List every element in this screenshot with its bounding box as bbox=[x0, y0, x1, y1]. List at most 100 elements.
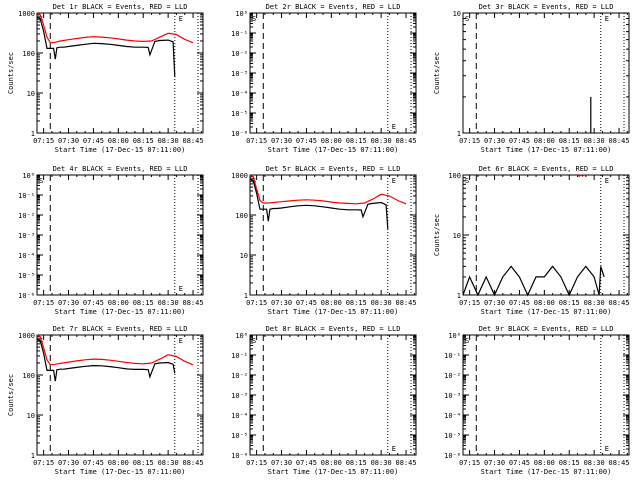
det9-y-tick-label: 10⁻³ bbox=[444, 392, 461, 400]
det4-y-tick-label: 10⁻² bbox=[18, 212, 35, 220]
det3-x-tick-label: 08:15 bbox=[559, 137, 580, 145]
det8-y-tick-label: 10⁻⁴ bbox=[231, 412, 248, 420]
det4-y-tick-label: 10⁰ bbox=[22, 172, 35, 180]
det8-x-tick-label: 07:45 bbox=[296, 459, 317, 467]
det7-y-tick-label: 100 bbox=[22, 372, 35, 380]
det6-y-tick-label: 100 bbox=[448, 172, 461, 180]
det6-x-tick-label: 07:15 bbox=[459, 299, 480, 307]
det1-x-tick-label: 08:15 bbox=[133, 137, 154, 145]
det9-x-tick-label: 07:45 bbox=[509, 459, 530, 467]
det9-x-tick-label: 08:45 bbox=[609, 459, 630, 467]
det7-x-tick-label: 08:30 bbox=[158, 459, 179, 467]
det4-title: Det 4r BLACK = Events, RED = LLD bbox=[53, 165, 188, 173]
det7-plot-frame bbox=[36, 334, 204, 456]
det3-title: Det 3r BLACK = Events, RED = LLD bbox=[479, 3, 614, 11]
det7-series-lld-line bbox=[36, 334, 194, 366]
det3-x-tick-label: 07:30 bbox=[484, 137, 505, 145]
det9-x-tick-label: 08:00 bbox=[534, 459, 555, 467]
det6-y-axis-label: Counts/sec bbox=[433, 214, 441, 256]
det5-y-tick-label: 100 bbox=[235, 212, 248, 220]
det3-x-tick-label: 08:45 bbox=[609, 137, 630, 145]
det2-x-tick-label: 08:30 bbox=[371, 137, 392, 145]
det4-e-marker-label: E bbox=[179, 285, 183, 293]
det8-plot-frame bbox=[249, 334, 417, 456]
det9-x-tick-label: 08:30 bbox=[584, 459, 605, 467]
det3-y-tick-label: 1 bbox=[457, 130, 461, 138]
det9-x-tick-label: 08:15 bbox=[559, 459, 580, 467]
det1-x-tick-label: 07:15 bbox=[33, 137, 54, 145]
det1-y-tick-label: 100 bbox=[22, 50, 35, 58]
det5-x-tick-label: 08:15 bbox=[346, 299, 367, 307]
det3-x-tick-label: 07:45 bbox=[509, 137, 530, 145]
det2-y-tick-label: 10⁻³ bbox=[231, 70, 248, 78]
det9-e-marker-label: E bbox=[605, 445, 609, 453]
det5-title: Det 5r BLACK = Events, RED = LLD bbox=[266, 165, 401, 173]
det1-x-tick-label: 07:45 bbox=[83, 137, 104, 145]
det7-y-tick-label: 1000 bbox=[18, 332, 35, 340]
det8-y-tick-label: 10⁻³ bbox=[231, 392, 248, 400]
det1-x-tick-label: 08:30 bbox=[158, 137, 179, 145]
det9-y-tick-label: 10⁻⁵ bbox=[444, 432, 461, 440]
det8-x-tick-label: 08:00 bbox=[321, 459, 342, 467]
det4-x-tick-label: 08:15 bbox=[133, 299, 154, 307]
det4-x-tick-label: 07:15 bbox=[33, 299, 54, 307]
det8-y-tick-label: 10⁰ bbox=[235, 332, 248, 340]
det8-x-tick-label: 08:15 bbox=[346, 459, 367, 467]
det2-title: Det 2r BLACK = Events, RED = LLD bbox=[266, 3, 401, 11]
det7-e-marker-label: E bbox=[179, 337, 183, 345]
det3-s-marker-label: S bbox=[465, 15, 469, 23]
det8-x-axis-label: Start Time (17-Dec-15 07:11:00) bbox=[268, 468, 399, 476]
det3-y-axis-label: Counts/sec bbox=[433, 52, 441, 94]
det6-x-tick-label: 08:15 bbox=[559, 299, 580, 307]
det2-x-tick-label: 07:30 bbox=[271, 137, 292, 145]
det8-x-tick-label: 08:30 bbox=[371, 459, 392, 467]
det8-x-tick-label: 08:45 bbox=[396, 459, 417, 467]
det6-x-tick-label: 08:00 bbox=[534, 299, 555, 307]
det4-x-tick-label: 08:45 bbox=[183, 299, 204, 307]
det5-y-tick-label: 1 bbox=[244, 292, 248, 300]
det1-x-tick-label: 08:00 bbox=[108, 137, 129, 145]
det4-y-tick-label: 10⁻⁶ bbox=[18, 292, 35, 300]
det2-y-tick-label: 10⁻¹ bbox=[231, 30, 248, 38]
det7-x-tick-label: 07:45 bbox=[83, 459, 104, 467]
det5-e-marker-label: E bbox=[392, 177, 396, 185]
det9-x-tick-label: 07:15 bbox=[459, 459, 480, 467]
det2-x-tick-label: 08:45 bbox=[396, 137, 417, 145]
det6-title: Det 6r BLACK = Events, RED = LLD bbox=[479, 165, 614, 173]
det6-series-lld-line bbox=[577, 174, 585, 177]
det8-y-tick-label: 10⁻⁵ bbox=[231, 432, 248, 440]
det3-x-tick-label: 08:00 bbox=[534, 137, 555, 145]
det6-y-tick-label: 1 bbox=[457, 292, 461, 300]
det8-y-tick-label: 10⁻² bbox=[231, 372, 248, 380]
det1-y-axis-label: Counts/sec bbox=[7, 52, 15, 94]
det1-y-tick-label: 10 bbox=[27, 90, 35, 98]
det6-x-axis-label: Start Time (17-Dec-15 07:11:00) bbox=[481, 308, 612, 316]
det1-y-tick-label: 1000 bbox=[18, 10, 35, 18]
det6-s-marker-label: S bbox=[465, 177, 469, 185]
det6-y-tick-label: 10 bbox=[453, 232, 461, 240]
det2-x-axis-label: Start Time (17-Dec-15 07:11:00) bbox=[268, 146, 399, 154]
det4-x-tick-label: 07:30 bbox=[58, 299, 79, 307]
det2-x-tick-label: 07:15 bbox=[246, 137, 267, 145]
det3-e-marker-label: E bbox=[605, 15, 609, 23]
det6-plot-frame bbox=[462, 174, 630, 296]
det2-x-tick-label: 07:45 bbox=[296, 137, 317, 145]
det5-series-lld-line bbox=[249, 174, 407, 205]
det3-x-tick-label: 08:30 bbox=[584, 137, 605, 145]
det4-s-marker-label: S bbox=[39, 177, 43, 185]
det7-y-axis-label: Counts/sec bbox=[7, 374, 15, 416]
det1-title: Det 1r BLACK = Events, RED = LLD bbox=[53, 3, 188, 11]
det4-y-tick-label: 10⁻³ bbox=[18, 232, 35, 240]
det5-x-tick-label: 08:30 bbox=[371, 299, 392, 307]
det1-x-axis-label: Start Time (17-Dec-15 07:11:00) bbox=[55, 146, 186, 154]
det1-e-marker-label: E bbox=[179, 15, 183, 23]
det4-y-tick-label: 10⁻⁴ bbox=[18, 252, 35, 260]
det9-y-tick-label: 10⁻¹ bbox=[444, 352, 461, 360]
det7-series-events-line bbox=[36, 338, 176, 382]
det4-x-tick-label: 08:00 bbox=[108, 299, 129, 307]
det4-x-tick-label: 08:30 bbox=[158, 299, 179, 307]
det8-x-tick-label: 07:15 bbox=[246, 459, 267, 467]
det8-x-tick-label: 07:30 bbox=[271, 459, 292, 467]
